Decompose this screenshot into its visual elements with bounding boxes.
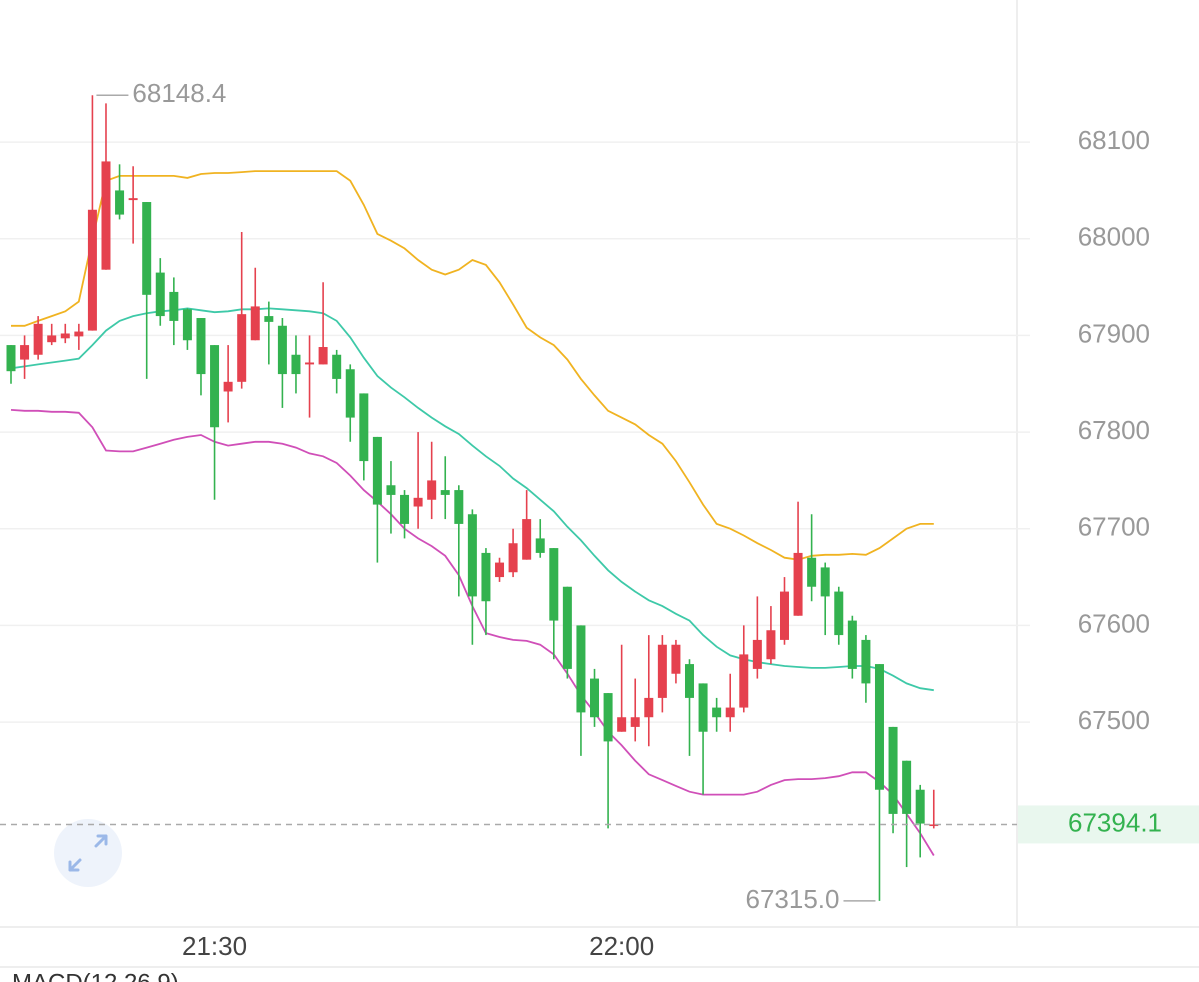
candle-body <box>142 202 152 295</box>
expand-button[interactable] <box>54 819 122 887</box>
candle-body <box>182 309 192 341</box>
candle-body <box>807 557 817 587</box>
candle-body <box>427 480 437 500</box>
candle-body <box>291 354 301 375</box>
candle-body <box>20 345 30 360</box>
band-line <box>10 307 934 692</box>
candle-body <box>74 331 84 337</box>
candle-body <box>495 562 505 578</box>
candle-body <box>725 707 735 718</box>
candle-body <box>128 198 138 201</box>
candle-body <box>345 369 355 418</box>
candle-body <box>712 707 722 718</box>
candle-body <box>454 490 464 524</box>
candle-body <box>101 161 111 270</box>
candle-body <box>535 538 545 553</box>
candle-body <box>752 639 762 669</box>
y-tick-label: 67700 <box>1078 512 1150 542</box>
last-price-label: 67394.1 <box>1068 807 1162 837</box>
expand-arrows <box>68 834 108 872</box>
indicator-label: MACD(12,26,9) <box>12 969 179 982</box>
candle-body <box>576 625 586 713</box>
candle-body <box>671 644 681 674</box>
candle-body <box>6 345 16 372</box>
candle-body <box>617 717 627 732</box>
candle-body <box>874 664 884 790</box>
candle-body <box>237 314 247 382</box>
expand-icon[interactable] <box>54 819 122 887</box>
candle-body <box>467 514 477 597</box>
candle-body <box>277 325 287 375</box>
x-tick-label: 21:30 <box>182 931 247 961</box>
candle-body <box>888 726 898 814</box>
candle-body <box>196 318 206 375</box>
candle-body <box>305 362 315 365</box>
y-tick-label: 67900 <box>1078 318 1150 348</box>
candle-body <box>820 567 830 597</box>
candle-body <box>155 272 165 317</box>
candle-body <box>766 630 776 660</box>
candle-body <box>630 717 640 727</box>
y-tick-label: 67800 <box>1078 415 1150 445</box>
candle-body <box>372 436 382 505</box>
y-tick-label: 68000 <box>1078 222 1150 252</box>
candle-body <box>834 591 844 636</box>
candle-body <box>413 497 423 507</box>
candle-body <box>847 620 857 669</box>
candle-body <box>508 543 518 573</box>
candle-body <box>779 591 789 640</box>
candle-body <box>210 345 220 428</box>
high-marker-label: 68148.4 <box>132 78 226 108</box>
candle-body <box>440 490 450 495</box>
candle-body <box>522 519 532 560</box>
candle-body <box>332 354 342 379</box>
y-tick-label: 68100 <box>1078 125 1150 155</box>
low-marker-label: 67315.0 <box>745 884 839 914</box>
y-tick-label: 67500 <box>1078 705 1150 735</box>
x-tick-label: 22:00 <box>589 931 654 961</box>
candle-body <box>902 760 912 814</box>
band-line <box>11 170 934 561</box>
candle-body <box>400 494 410 524</box>
candle-body <box>685 664 694 698</box>
candle-body <box>915 789 925 824</box>
candle-body <box>223 381 233 392</box>
candle-body <box>793 552 803 616</box>
candle-body <box>929 824 939 827</box>
candle-body <box>739 654 749 708</box>
candle-body <box>657 644 667 698</box>
candle-body <box>590 678 600 718</box>
candle-body <box>33 323 43 355</box>
candle-body <box>264 316 274 322</box>
candle-body <box>250 306 260 341</box>
candle-body <box>481 552 491 602</box>
y-tick-label: 67600 <box>1078 608 1150 638</box>
candle-body <box>318 347 328 365</box>
candle-body <box>169 291 179 321</box>
candle-body <box>562 586 572 669</box>
last-price-box <box>1018 805 1199 844</box>
candle-body <box>549 548 559 621</box>
candle-body <box>603 693 613 742</box>
candle-body <box>644 697 654 718</box>
candle-body <box>386 485 396 495</box>
candle-body <box>861 639 871 684</box>
candle-body <box>87 209 97 331</box>
candle-body <box>115 190 125 215</box>
candle-body <box>359 393 369 462</box>
candle-body <box>47 335 57 343</box>
candle-body <box>698 683 708 732</box>
candle-body <box>60 333 70 339</box>
